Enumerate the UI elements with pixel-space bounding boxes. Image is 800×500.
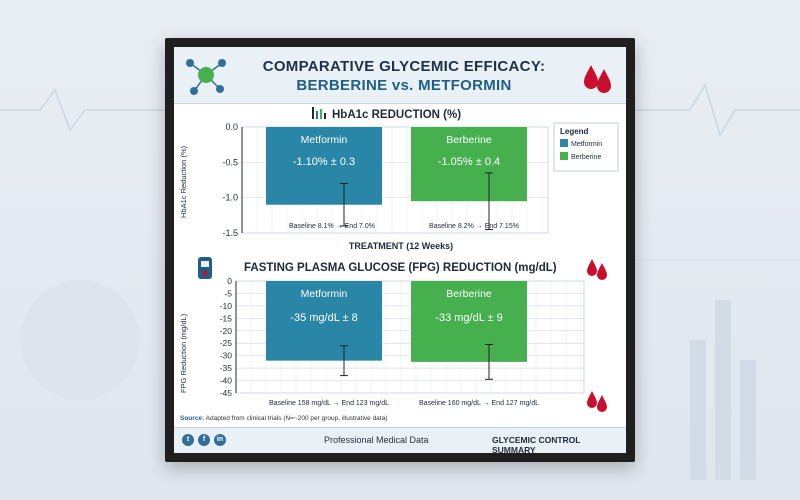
y-tick-label: -45 xyxy=(220,388,233,398)
baseline-note: Baseline 8.1% → End 7.0% xyxy=(289,223,375,230)
source-text: Adapted from clinical trials (N=~200 per… xyxy=(205,415,388,422)
footer-right-text: GLYCEMIC CONTROL SUMMARY xyxy=(492,435,581,453)
source-note: Source: Adapted from clinical trials (N=… xyxy=(180,415,387,422)
legend-item-berberine: Berberine xyxy=(571,154,601,161)
legend-title: Legend xyxy=(560,127,589,136)
facebook-icon[interactable]: f xyxy=(198,434,210,446)
hba1c-chart-title: HbA1c REDUCTION (%) xyxy=(332,109,461,121)
fpg-chart: FASTING PLASMA GLUCOSE (FPG) REDUCTION (… xyxy=(179,257,607,412)
blood-drops-icon xyxy=(587,259,607,280)
y-tick-label: -25 xyxy=(220,338,233,348)
poster-title-line1: COMPARATIVE GLYCEMIC EFFICACY: xyxy=(262,58,546,75)
baseline-note: Baseline 160 mg/dL → End 127 mg/dL xyxy=(419,400,539,407)
y-tick-label: -20 xyxy=(220,326,233,336)
y-tick-label: -5 xyxy=(224,288,232,298)
glucometer-icon xyxy=(198,257,212,279)
y-tick-label: 0.0 xyxy=(225,122,238,132)
blood-drops-icon-bottom xyxy=(587,391,607,412)
y-tick-label: -10 xyxy=(220,301,233,311)
bar-chart-icon xyxy=(312,107,326,119)
bar-berberine xyxy=(411,127,527,202)
legend: Legend Metformin Berberine xyxy=(553,122,619,172)
hba1c-chart: HbA1c REDUCTION (%) HbA1c Reduction (%) … xyxy=(179,107,619,251)
linkedin-icon[interactable]: in xyxy=(214,434,226,446)
poster-footer: t f in Professional Medical Data GLYCEMI… xyxy=(174,427,626,453)
bar-value-label: -35 mg/dL ± 8 xyxy=(290,312,357,324)
y-tick-label: 0 xyxy=(227,276,232,286)
bar-metformin xyxy=(266,281,382,361)
hba1c-y-axis-label: HbA1c Reduction (%) xyxy=(179,145,188,218)
y-tick-label: -1.0 xyxy=(222,193,238,203)
bar-value-label: -1.05% ± 0.4 xyxy=(438,156,500,168)
footer-center-text: Professional Medical Data xyxy=(324,435,429,445)
y-tick-label: -40 xyxy=(220,376,233,386)
legend-item-metformin: Metformin xyxy=(571,141,602,148)
bar-name-label: Metformin xyxy=(301,134,348,146)
y-tick-label: -1.5 xyxy=(222,228,238,238)
poster-title-line2: BERBERINE vs. METFORMIN xyxy=(296,77,512,94)
bar-value-label: -1.10% ± 0.3 xyxy=(293,156,355,168)
fpg-y-axis-label: FPG Reduction (mg/dL) xyxy=(179,313,188,393)
baseline-note: Baseline 8.2% → End 7.15% xyxy=(429,223,519,230)
hba1c-x-axis-label: TREATMENT (12 Weeks) xyxy=(349,241,453,251)
legend-swatch-metformin xyxy=(560,139,568,147)
poster-header: COMPARATIVE GLYCEMIC EFFICACY: BERBERINE… xyxy=(174,47,626,104)
y-tick-label: -30 xyxy=(220,351,233,361)
legend-swatch-berberine xyxy=(560,152,568,160)
bar-name-label: Berberine xyxy=(446,288,492,300)
source-label: Source: xyxy=(180,415,205,422)
bar-berberine xyxy=(411,281,527,362)
y-tick-label: -0.5 xyxy=(222,157,238,167)
molecule-icon xyxy=(186,59,226,95)
twitter-icon[interactable]: t xyxy=(182,434,194,446)
bar-name-label: Metformin xyxy=(301,288,348,300)
poster: COMPARATIVE GLYCEMIC EFFICACY: BERBERINE… xyxy=(174,47,626,453)
bar-value-label: -33 mg/dL ± 9 xyxy=(435,312,502,324)
bar-metformin xyxy=(266,127,382,205)
baseline-note: Baseline 158 mg/dL → End 123 mg/dL xyxy=(269,400,389,407)
y-tick-label: -35 xyxy=(220,363,233,373)
blood-drop-icon xyxy=(584,65,611,93)
fpg-chart-title: FASTING PLASMA GLUCOSE (FPG) REDUCTION (… xyxy=(244,262,557,274)
y-tick-label: -15 xyxy=(220,313,233,323)
bar-name-label: Berberine xyxy=(446,134,492,146)
